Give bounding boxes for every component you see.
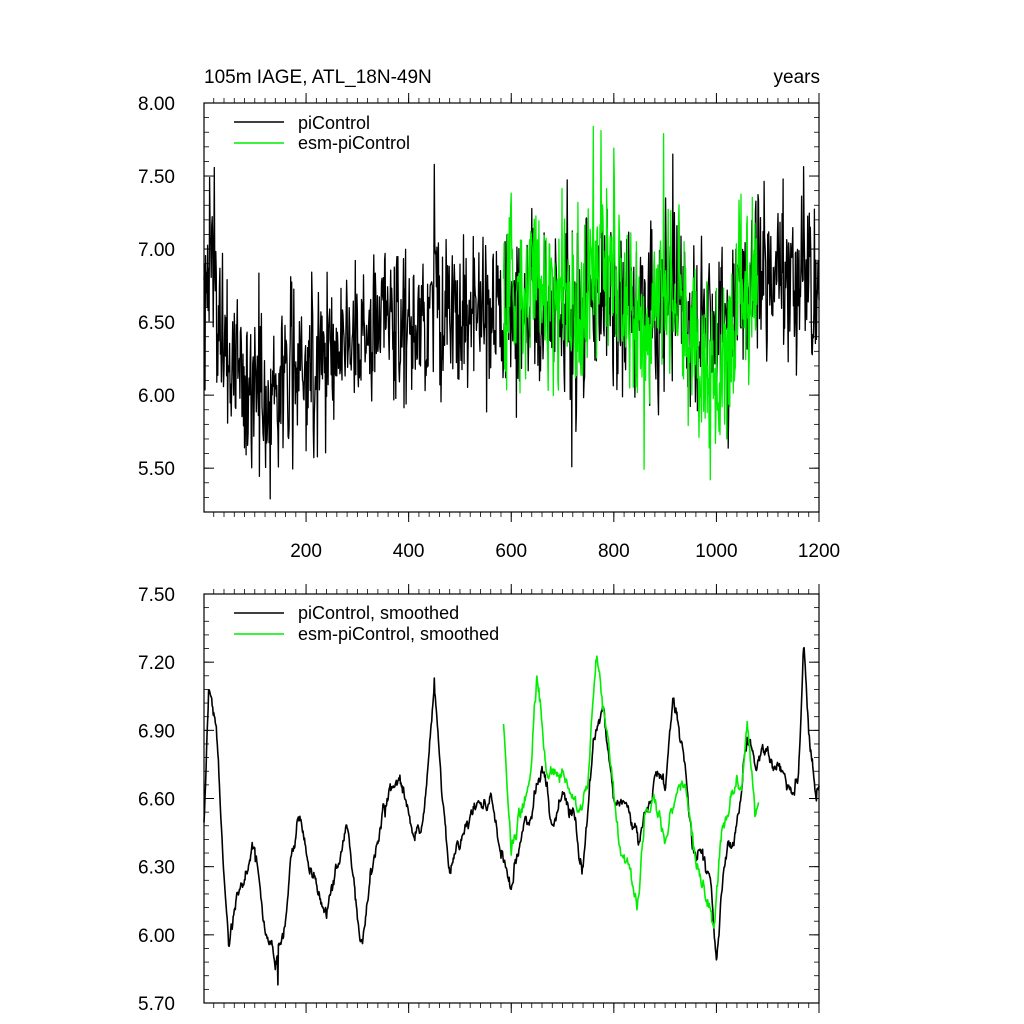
y-tick-label: 7.50 [138,585,175,606]
legend-label-esm-picontrol-smoothed: esm-piControl, smoothed [298,624,499,644]
x-tick-label: 200 [290,541,322,562]
top-chart-legend: piControl esm-piControl [234,113,410,153]
y-tick-label: 6.90 [138,721,175,742]
y-tick-label: 7.00 [138,240,175,261]
bottom-chart-ticks: 5.70 6.00 6.30 6.60 6.90 7.20 7.50 [138,584,820,1015]
x-tick-label: 600 [495,541,527,562]
bottom-chart-panel: 5.70 6.00 6.30 6.60 6.90 7.20 7.50 piControl, … [138,584,820,1015]
top-chart-unit: years [774,67,820,88]
top-chart-title: 105m IAGE, ATL_18N-49N [204,67,432,88]
legend-label-esm-picontrol: esm-piControl [298,133,410,153]
top-chart-ticks: 5.50 6.00 6.50 7.00 7.50 8.00 200 400 600 800 1000… [138,93,840,562]
y-tick-label: 5.70 [138,994,175,1015]
series-line-picontrol-smoothed [203,646,820,986]
y-tick-label: 6.00 [138,926,175,947]
y-tick-label: 7.50 [138,167,175,188]
series-line-esm-picontrol-smoothed [502,655,760,929]
top-chart-panel: 105m IAGE, ATL_18N-49N years 5.50 6.00 6.5… [138,67,840,562]
y-tick-label: 6.60 [138,790,175,811]
bottom-chart-legend: piControl, smoothed esm-piControl, smoot… [234,603,499,644]
y-tick-label: 8.00 [138,94,175,115]
series-line-esm-picontrol [502,125,759,481]
x-tick-label: 1000 [695,541,737,562]
legend-label-picontrol: piControl [298,113,370,133]
x-tick-label: 800 [598,541,630,562]
bottom-chart-series-group [203,646,820,986]
y-tick-label: 6.30 [138,858,175,879]
y-tick-label: 6.50 [138,313,175,334]
y-tick-label: 6.00 [138,386,175,407]
x-tick-label: 1200 [798,541,840,562]
bottom-chart-frame [203,593,820,1004]
y-tick-label: 7.20 [138,653,175,674]
top-chart-series-group [203,125,820,500]
legend-label-picontrol-smoothed: piControl, smoothed [298,603,459,623]
x-tick-label: 400 [393,541,425,562]
y-tick-label: 5.50 [138,459,175,480]
